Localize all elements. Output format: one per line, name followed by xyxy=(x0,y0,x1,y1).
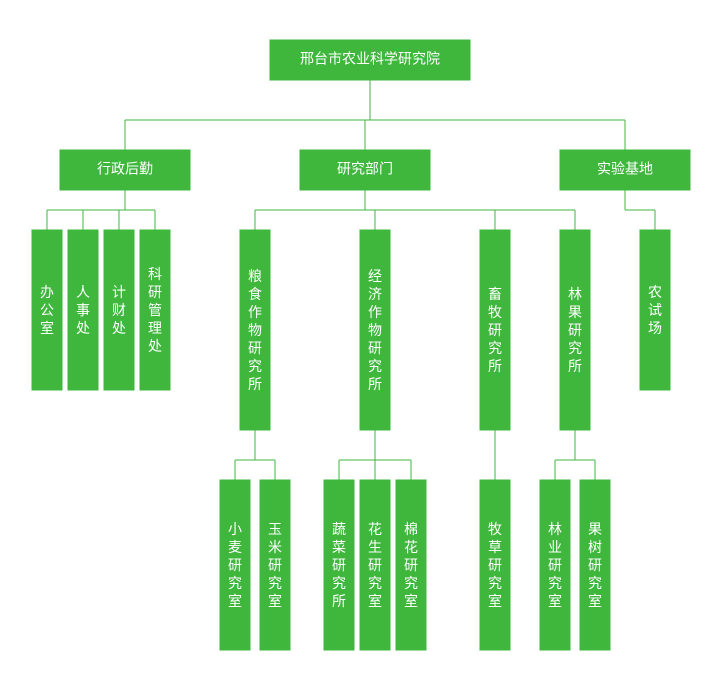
label-r2a: 蔬菜研究所 xyxy=(332,521,346,609)
node-r3: 畜牧研究所 xyxy=(480,230,510,430)
node-base: 实验基地 xyxy=(560,150,690,190)
node-a2: 人事处 xyxy=(68,230,98,390)
label-r4a: 林业研究室 xyxy=(548,521,562,609)
label-r4: 林果研究所 xyxy=(568,286,582,374)
node-r2: 经济作物研究所 xyxy=(360,230,390,430)
node-a1: 办公室 xyxy=(32,230,62,390)
label-base: 实验基地 xyxy=(597,161,653,177)
node-r4: 林果研究所 xyxy=(560,230,590,430)
node-root: 邢台市农业科学研究院 xyxy=(270,40,470,80)
node-r1a: 小麦研究室 xyxy=(220,480,250,650)
node-r2b: 花生研究室 xyxy=(360,480,390,650)
label-a4: 科研管理处 xyxy=(148,266,162,354)
node-r4a: 林业研究室 xyxy=(540,480,570,650)
label-r2: 经济作物研究所 xyxy=(368,268,382,392)
label-a2: 人事处 xyxy=(76,284,90,336)
node-admin: 行政后勤 xyxy=(60,150,190,190)
label-r2c: 棉花研究室 xyxy=(404,521,418,609)
node-a4: 科研管理处 xyxy=(140,230,170,390)
label-r1b: 玉米研究室 xyxy=(268,521,282,609)
node-research: 研究部门 xyxy=(300,150,430,190)
node-r2c: 棉花研究室 xyxy=(396,480,426,650)
label-a1: 办公室 xyxy=(40,284,54,336)
label-r1: 粮食作物研究所 xyxy=(248,268,262,392)
node-r1: 粮食作物研究所 xyxy=(240,230,270,430)
org-chart: 邢台市农业科学研究院行政后勤 研究部门 实验基地办公室 人事处 计财处 科研管理处 粮食作物… xyxy=(0,0,724,685)
label-root: 邢台市农业科学研究院 xyxy=(300,51,440,67)
node-r4b: 果树研究室 xyxy=(580,480,610,650)
node-r1b: 玉米研究室 xyxy=(260,480,290,650)
label-r3: 畜牧研究所 xyxy=(488,286,502,374)
label-r4b: 果树研究室 xyxy=(588,521,602,609)
label-research: 研究部门 xyxy=(337,161,393,177)
label-admin: 行政后勤 xyxy=(97,161,153,177)
label-a3: 计财处 xyxy=(112,284,126,336)
label-r1a: 小麦研究室 xyxy=(228,521,242,609)
label-r3a: 牧草研究室 xyxy=(488,521,502,609)
node-r2a: 蔬菜研究所 xyxy=(324,480,354,650)
label-r2b: 花生研究室 xyxy=(368,521,382,609)
label-b1: 农试场 xyxy=(648,284,662,336)
node-a3: 计财处 xyxy=(104,230,134,390)
node-r3a: 牧草研究室 xyxy=(480,480,510,650)
node-b1: 农试场 xyxy=(640,230,670,390)
